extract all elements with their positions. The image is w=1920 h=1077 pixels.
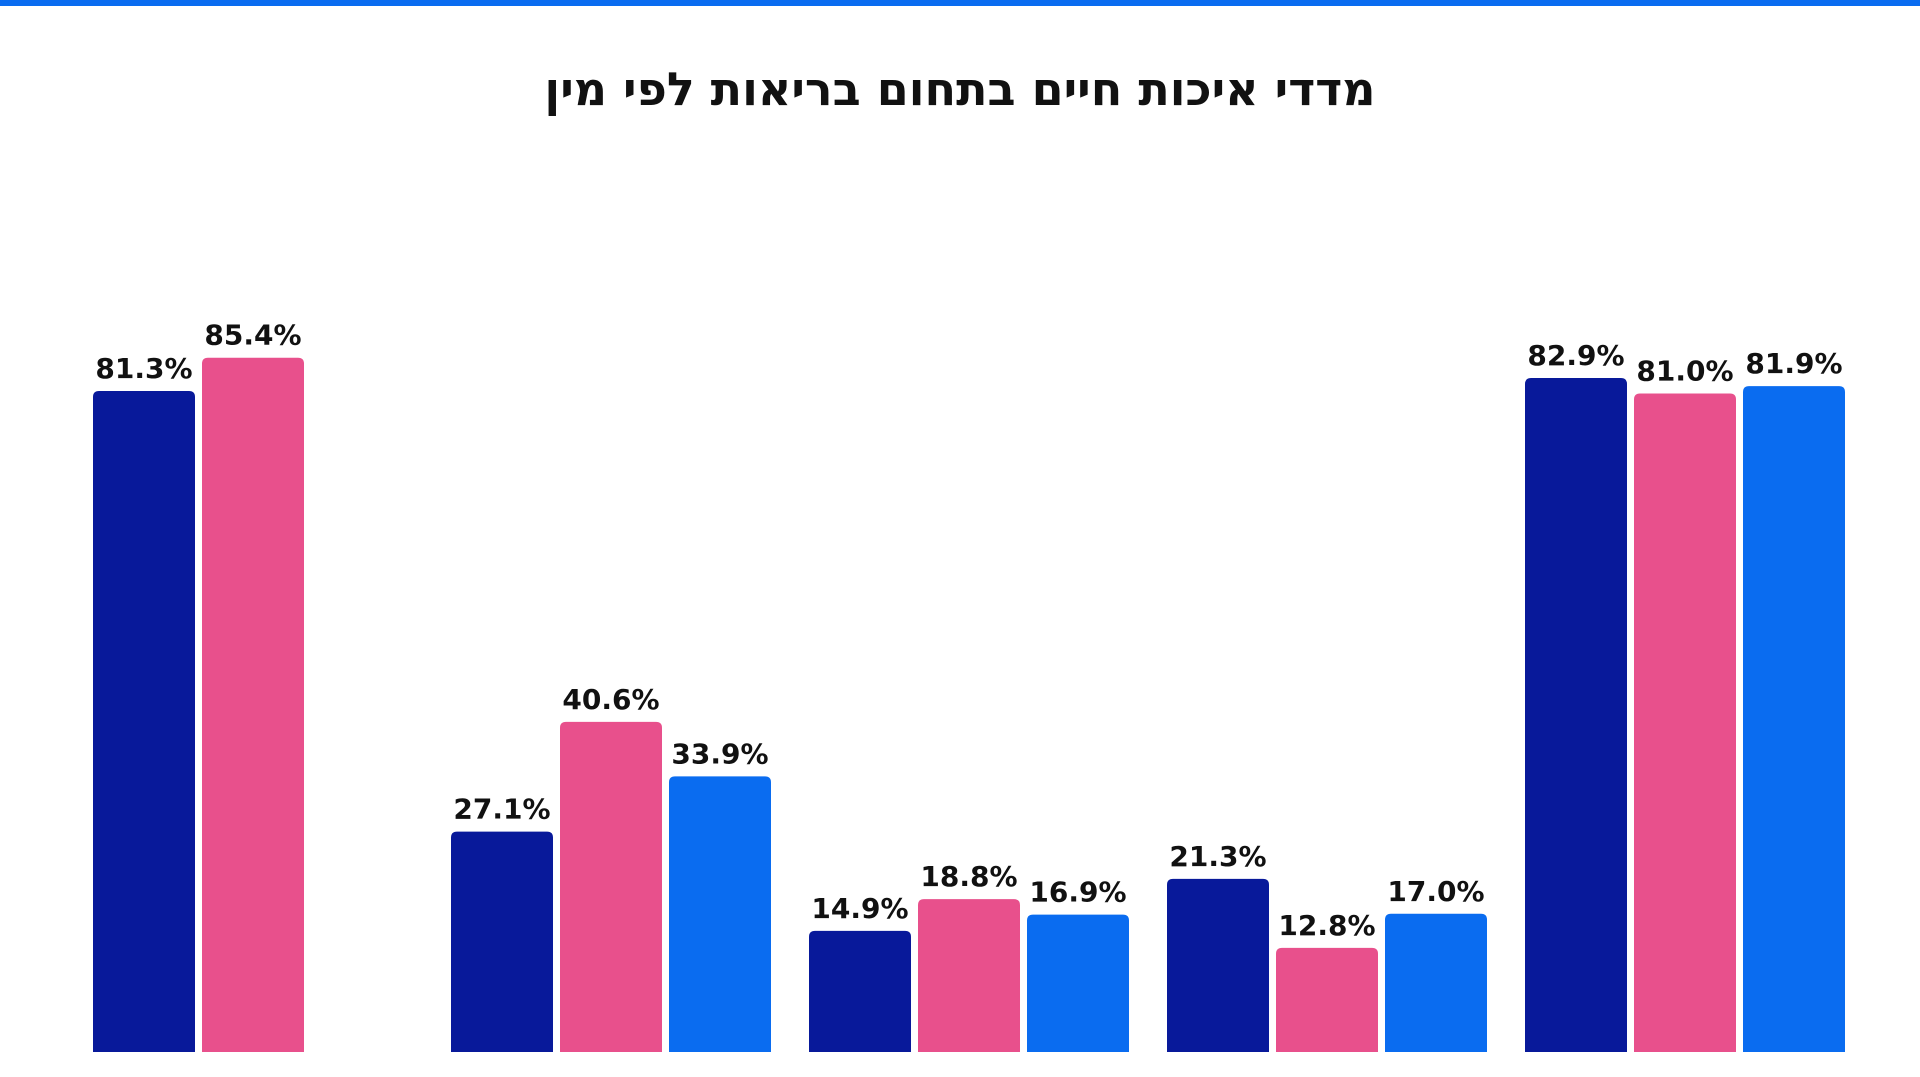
- bar-group-2-series-3: [669, 776, 771, 1052]
- bar-group-5-series-1: [1525, 378, 1627, 1052]
- data-label-group-5-series-3: 81.9%: [1745, 347, 1842, 380]
- bar-group-1-series-1: [93, 391, 195, 1052]
- bar-group-4-series-3: [1385, 913, 1487, 1052]
- data-label-group-4-series-2: 12.8%: [1278, 909, 1375, 942]
- bar-group-3-series-2: [918, 899, 1020, 1052]
- bar-group-4-series-1: [1167, 878, 1269, 1052]
- bar-group-1-series-2: [202, 357, 304, 1052]
- data-label-group-3-series-3: 16.9%: [1029, 876, 1126, 909]
- bar-group-5-series-3: [1743, 386, 1845, 1052]
- data-label-group-3-series-1: 14.9%: [811, 892, 908, 925]
- data-label-group-4-series-3: 17.0%: [1387, 875, 1484, 908]
- data-label-group-1-series-1: 81.3%: [95, 352, 192, 385]
- data-label-group-5-series-1: 82.9%: [1527, 339, 1624, 372]
- data-label-group-5-series-2: 81.0%: [1636, 354, 1733, 387]
- data-label-group-2-series-2: 40.6%: [562, 683, 659, 716]
- bar-group-5-series-2: [1634, 393, 1736, 1053]
- bar-group-2-series-2: [560, 721, 662, 1052]
- chart-title: מדדי איכות חיים בתחום בריאות לפי מין: [544, 62, 1376, 116]
- bar-group-4-series-2: [1276, 947, 1378, 1052]
- data-label-group-4-series-1: 21.3%: [1169, 840, 1266, 873]
- bar-group-3-series-1: [809, 930, 911, 1052]
- data-label-group-3-series-2: 18.8%: [920, 860, 1017, 893]
- data-labels-layer: 81.3% 85.4% 27.1% 40.6% 33.9% 14.9% 18.8% 16.9%…: [95, 319, 1842, 942]
- bars-layer: [93, 357, 1845, 1053]
- data-label-group-2-series-1: 27.1%: [453, 793, 550, 826]
- data-label-group-2-series-3: 33.9%: [671, 737, 768, 770]
- data-label-group-1-series-2: 85.4%: [204, 319, 301, 352]
- bar-group-2-series-1: [451, 831, 553, 1052]
- top-accent-stripe: [0, 0, 1920, 6]
- bar-group-3-series-3: [1027, 914, 1129, 1052]
